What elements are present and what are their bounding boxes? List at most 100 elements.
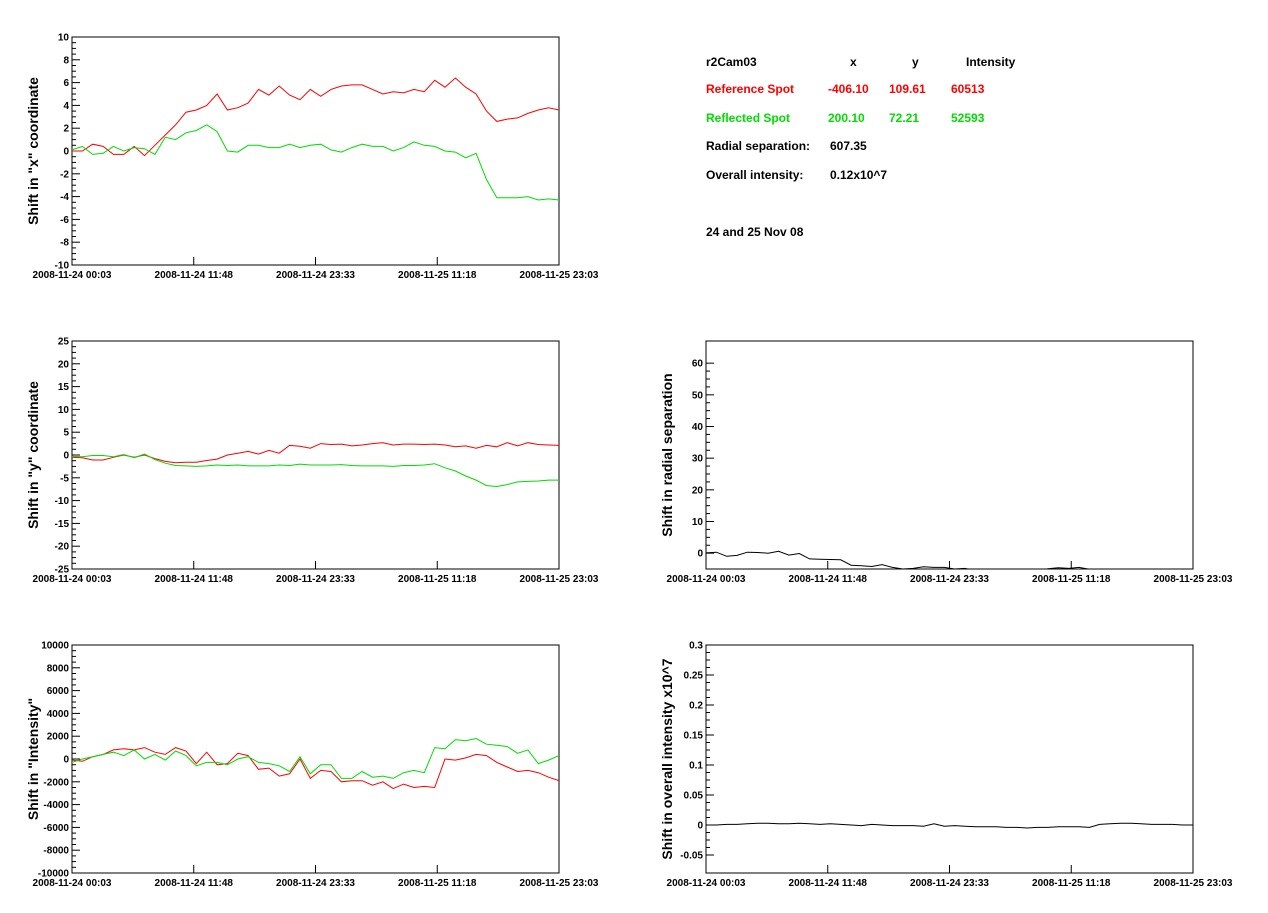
series-line-single bbox=[706, 550, 1092, 569]
x-tick-label: 2008-11-24 11:48 bbox=[789, 878, 868, 889]
series-line-reference bbox=[72, 442, 559, 464]
plot-frame bbox=[705, 340, 1194, 570]
y-tick-label: -5 bbox=[60, 473, 69, 484]
info-col-intensity-header: Intensity bbox=[966, 55, 1016, 69]
y-tick-label: 0 bbox=[63, 147, 69, 158]
y-tick-label: 2 bbox=[63, 124, 69, 135]
series-line-reflected bbox=[72, 737, 559, 779]
chart-x-shift: -10 -8 -6 -4 -2 0 2 4 6 8 10 2008-11-24 00:03 2008-1… bbox=[25, 33, 599, 282]
series-line-reference bbox=[72, 747, 559, 790]
x-tick-label: 2008-11-24 23:33 bbox=[276, 878, 355, 889]
series-line-reference bbox=[72, 77, 559, 157]
x-tick-label: 2008-11-24 00:03 bbox=[33, 270, 112, 281]
info-reflected-y: 72.21 bbox=[889, 111, 920, 125]
y-axis-label: Shift in overall intensity x10^7 bbox=[659, 658, 675, 859]
y-tick-label: -25 bbox=[55, 565, 70, 576]
x-tick-label: 2008-11-25 23:03 bbox=[1154, 878, 1233, 889]
chart-radial-shift: 0 10 20 30 40 50 60 2008-11-24 00:03 2008-11-24 … bbox=[659, 340, 1233, 585]
y-axis-label: Shift in radial separation bbox=[659, 373, 675, 536]
y-tick-label: 0.25 bbox=[684, 671, 704, 682]
x-tick-label: 2008-11-25 23:03 bbox=[1154, 574, 1233, 585]
y-axis-label: Shift in "Intensity" bbox=[25, 698, 41, 820]
y-tick-label: 30 bbox=[692, 454, 704, 465]
chart-intensity-shift: -10000 -8000 -6000 -4000 -2000 0 2000 4000 6000 8… bbox=[25, 641, 599, 890]
y-tick-label: 10000 bbox=[41, 641, 69, 652]
plot-frame bbox=[71, 36, 560, 266]
y-tick-label: 6 bbox=[63, 78, 69, 89]
y-tick-label: 60 bbox=[692, 359, 704, 370]
info-reflected-intensity: 52593 bbox=[951, 111, 985, 125]
y-tick-label: 15 bbox=[58, 382, 70, 393]
info-reference-intensity: 60513 bbox=[951, 82, 985, 96]
info-reference-x: -406.10 bbox=[828, 82, 869, 96]
y-tick-label: 8000 bbox=[47, 663, 70, 674]
x-tick-label: 2008-11-25 11:18 bbox=[398, 270, 477, 281]
y-tick-label: 20 bbox=[58, 359, 70, 370]
series-line-reflected bbox=[72, 453, 559, 488]
y-tick-label: 4000 bbox=[47, 709, 70, 720]
y-axis-label: Shift in "y" coordinate bbox=[25, 381, 41, 529]
info-overall-value: 0.12x10^7 bbox=[830, 168, 888, 182]
y-tick-label: -6000 bbox=[43, 823, 69, 834]
y-tick-label: 40 bbox=[692, 422, 704, 433]
x-tick-label: 2008-11-24 00:03 bbox=[667, 574, 746, 585]
info-reference-y: 109.61 bbox=[889, 82, 926, 96]
y-tick-label: -2000 bbox=[43, 777, 69, 788]
x-tick-label: 2008-11-24 23:33 bbox=[910, 878, 989, 889]
x-tick-label: 2008-11-24 23:33 bbox=[910, 574, 989, 585]
y-tick-label: -20 bbox=[55, 542, 70, 553]
y-tick-label: 20 bbox=[692, 485, 704, 496]
y-tick-label: 4 bbox=[63, 101, 69, 112]
y-tick-label: 0.2 bbox=[689, 701, 703, 712]
info-radial-value: 607.35 bbox=[830, 139, 867, 153]
x-tick-label: 2008-11-24 23:33 bbox=[276, 270, 355, 281]
x-tick-label: 2008-11-24 00:03 bbox=[33, 878, 112, 889]
x-tick-label: 2008-11-24 00:03 bbox=[33, 574, 112, 585]
y-tick-label: 0 bbox=[63, 755, 69, 766]
y-tick-label: -6 bbox=[60, 215, 69, 226]
x-tick-label: 2008-11-24 11:48 bbox=[155, 878, 234, 889]
series-line-reflected bbox=[72, 124, 559, 201]
y-tick-label: -2 bbox=[60, 169, 69, 180]
info-col-x-header: x bbox=[850, 55, 857, 69]
x-tick-label: 2008-11-25 11:18 bbox=[1032, 878, 1111, 889]
y-tick-label: 0.3 bbox=[689, 641, 703, 652]
info-reflected-x: 200.10 bbox=[828, 111, 865, 125]
y-tick-label: -0.05 bbox=[680, 851, 703, 862]
series-line-single bbox=[706, 822, 1193, 829]
plot-frame bbox=[705, 644, 1194, 874]
x-tick-label: 2008-11-24 23:33 bbox=[276, 574, 355, 585]
x-tick-label: 2008-11-25 23:03 bbox=[520, 878, 599, 889]
y-tick-label: -10 bbox=[55, 496, 70, 507]
x-tick-label: 2008-11-24 11:48 bbox=[155, 270, 234, 281]
y-tick-label: 6000 bbox=[47, 686, 70, 697]
y-tick-label: 0.1 bbox=[689, 761, 703, 772]
y-tick-label: 10 bbox=[58, 33, 70, 44]
info-camera: r2Cam03 bbox=[706, 55, 757, 69]
y-tick-label: 50 bbox=[692, 390, 704, 401]
info-reference-label: Reference Spot bbox=[706, 82, 795, 96]
y-tick-label: -15 bbox=[55, 519, 70, 530]
y-tick-label: -4000 bbox=[43, 800, 69, 811]
y-tick-label: -8000 bbox=[43, 846, 69, 857]
y-tick-label: 0.15 bbox=[684, 731, 704, 742]
x-tick-label: 2008-11-25 11:18 bbox=[1032, 574, 1111, 585]
y-tick-label: -4 bbox=[60, 192, 69, 203]
x-tick-label: 2008-11-25 23:03 bbox=[520, 574, 599, 585]
y-tick-label: 0 bbox=[697, 821, 703, 832]
y-tick-label: 0 bbox=[63, 451, 69, 462]
info-col-y-header: y bbox=[912, 55, 919, 69]
y-tick-label: -10 bbox=[55, 261, 70, 272]
chart-y-shift: -25 -20 -15 -10 -5 0 5 10 15 20 25 2008-11-24 00:03… bbox=[25, 337, 599, 586]
y-tick-label: 25 bbox=[58, 337, 70, 348]
x-tick-label: 2008-11-25 11:18 bbox=[398, 574, 477, 585]
x-tick-label: 2008-11-24 00:03 bbox=[667, 878, 746, 889]
chart-overall-intensity-shift: -0.05 0 0.05 0.1 0.15 0.2 0.25 0.3 2008-11-24 00… bbox=[659, 641, 1233, 890]
y-tick-label: 0 bbox=[697, 549, 703, 560]
y-tick-label: 8 bbox=[63, 55, 69, 66]
info-dates: 24 and 25 Nov 08 bbox=[706, 225, 804, 239]
y-tick-label: 2000 bbox=[47, 732, 70, 743]
info-radial-label: Radial separation: bbox=[706, 139, 811, 153]
y-tick-label: 10 bbox=[58, 405, 70, 416]
